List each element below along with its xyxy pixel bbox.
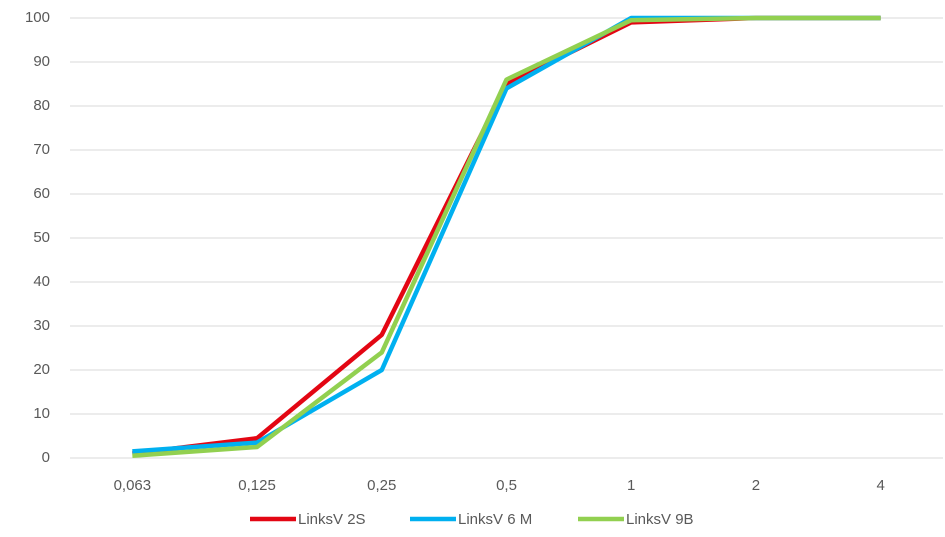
y-tick-label: 60 (33, 185, 50, 202)
x-tick-label: 0,5 (496, 477, 517, 494)
data-line (132, 15, 881, 459)
y-tick-label: 10 (33, 405, 50, 422)
legend-label: LinksV 2S (298, 511, 366, 528)
x-tick-label: 2 (752, 477, 760, 494)
y-tick-label: 80 (33, 97, 50, 114)
y-tick-label: 30 (33, 317, 50, 334)
y-tick-label: 0 (42, 449, 50, 466)
y-tick-label: 100 (25, 9, 50, 26)
x-tick-label: 0,125 (238, 477, 276, 494)
y-tick-label: 50 (33, 229, 50, 246)
x-tick-label: 4 (876, 477, 884, 494)
y-tick-label: 90 (33, 53, 50, 70)
x-tick-label: 0,25 (367, 477, 396, 494)
y-tick-label: 40 (33, 273, 50, 290)
y-tick-label: 20 (33, 361, 50, 378)
legend-label: LinksV 9B (626, 511, 694, 528)
y-tick-label: 70 (33, 141, 50, 158)
x-tick-label: 1 (627, 477, 635, 494)
x-tick-label: 0,063 (114, 477, 152, 494)
legend-label: LinksV 6 M (458, 511, 532, 528)
